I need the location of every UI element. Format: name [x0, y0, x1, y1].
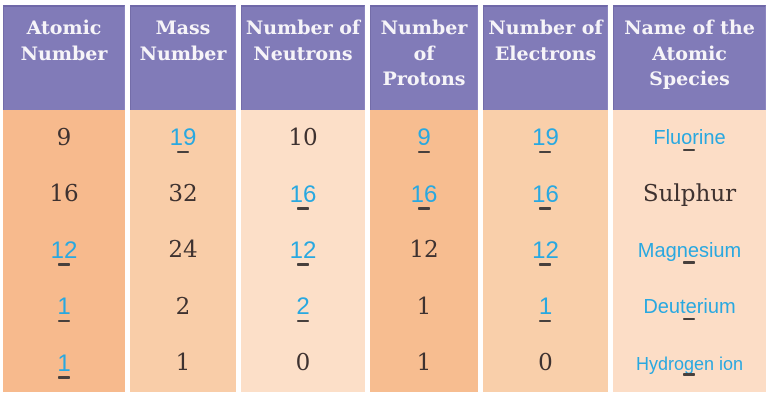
- table-cell: 12: [289, 236, 317, 266]
- table-cell: 2: [296, 293, 310, 323]
- table-cell: 9: [56, 124, 72, 151]
- table-cell: 12: [409, 237, 439, 264]
- column-body-atomic-number: 9 16 12 1 1: [3, 110, 125, 392]
- column-body-mass-number: 19 32 24 2 1: [130, 110, 236, 392]
- table-cell: 16: [49, 181, 79, 208]
- table-cell: Deuterium: [643, 296, 736, 321]
- table-cell: 1: [416, 350, 432, 377]
- table-cell: 16: [410, 180, 438, 210]
- column-neutrons: Number of Neutrons 10 16 12 2 0: [241, 5, 365, 392]
- atomic-species-table: Atomic Number 9 16 12 1 1 Mass Number 19…: [3, 5, 766, 392]
- column-header-species-name: Name of the Atomic Species: [613, 5, 766, 110]
- table-cell: 19: [532, 124, 559, 154]
- table-cell: 1: [175, 350, 191, 377]
- table-cell: 1: [416, 293, 432, 320]
- table-cell: 12: [532, 236, 559, 266]
- column-header-mass-number: Mass Number: [130, 5, 236, 110]
- table-cell: 19: [169, 124, 197, 154]
- column-header-neutrons: Number of Neutrons: [241, 5, 365, 110]
- column-species-name: Name of the Atomic Species Fluorine Sulp…: [613, 5, 766, 392]
- column-electrons: Number of Electrons 19 16 12 1 0: [483, 5, 608, 392]
- column-body-electrons: 19 16 12 1 0: [483, 110, 608, 392]
- table-cell: 0: [295, 350, 311, 377]
- column-protons: Number of Protons 9 16 12 1 1: [370, 5, 478, 392]
- table-cell: 16: [289, 180, 317, 210]
- table-cell: 9: [417, 124, 431, 154]
- column-body-species-name: Fluorine Sulphur Magnesium Deuterium Hyd…: [613, 110, 766, 392]
- table-cell: Hydrogen ion: [635, 353, 744, 376]
- column-header-atomic-number: Atomic Number: [3, 5, 125, 110]
- table-cell: 1: [57, 349, 71, 379]
- table-cell: 12: [50, 236, 78, 266]
- table-cell: 1: [57, 293, 71, 323]
- table-cell: 10: [288, 124, 318, 151]
- column-mass-number: Mass Number 19 32 24 2 1: [130, 5, 236, 392]
- table-cell: Sulphur: [642, 181, 737, 208]
- table-cell: 1: [538, 293, 553, 323]
- column-body-neutrons: 10 16 12 2 0: [241, 110, 365, 392]
- column-header-electrons: Number of Electrons: [483, 5, 608, 110]
- column-atomic-number: Atomic Number 9 16 12 1 1: [3, 5, 125, 392]
- table-cell: Fluorine: [653, 127, 726, 152]
- table-cell: 2: [175, 293, 191, 320]
- table-cell: 0: [538, 350, 553, 377]
- table-cell: 16: [532, 180, 559, 210]
- table-cell: 32: [168, 181, 198, 208]
- table-cell: Magnesium: [637, 239, 742, 264]
- table-cell: 24: [168, 237, 198, 264]
- column-body-protons: 9 16 12 1 1: [370, 110, 478, 392]
- column-header-protons: Number of Protons: [370, 5, 478, 110]
